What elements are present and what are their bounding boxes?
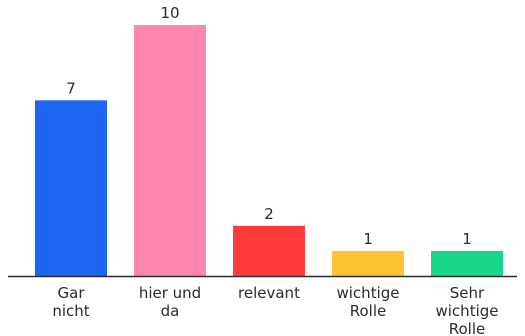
x-tick-label-line: nicht [52,302,89,320]
x-tick-label-5: Sehr wichtige Rolle [436,284,499,336]
x-tick-label-line: hier und [139,284,201,302]
x-tick-label-line: Sehr [450,284,485,302]
bars-group [35,25,503,276]
x-tick-label-line: Rolle [449,320,486,336]
bar-4 [332,250,404,276]
data-label-4: 1 [363,230,373,248]
bar-5 [431,250,503,276]
data-label-2: 10 [160,4,179,22]
x-tick-label-3: relevant [238,284,300,302]
value-labels-group: 7 10 2 1 1 [66,4,472,248]
data-label-1: 7 [66,79,76,97]
bar-3 [233,225,305,276]
x-tick-label-line: wichtige [436,302,499,320]
bar-1 [35,100,107,276]
x-tick-label-4: wichtige Rolle [337,284,400,320]
x-tick-label-line: wichtige [337,284,400,302]
x-tick-label-line: Gar [58,284,86,302]
data-label-5: 1 [462,230,472,248]
x-tick-label-2: hier und da [139,284,201,320]
x-tick-label-1: Gar nicht [52,284,89,320]
x-tick-label-line: Rolle [350,302,387,320]
data-label-3: 2 [264,205,274,223]
x-tick-label-line: da [161,302,180,320]
x-tick-label-line: relevant [238,284,300,302]
bar-2 [134,25,206,276]
